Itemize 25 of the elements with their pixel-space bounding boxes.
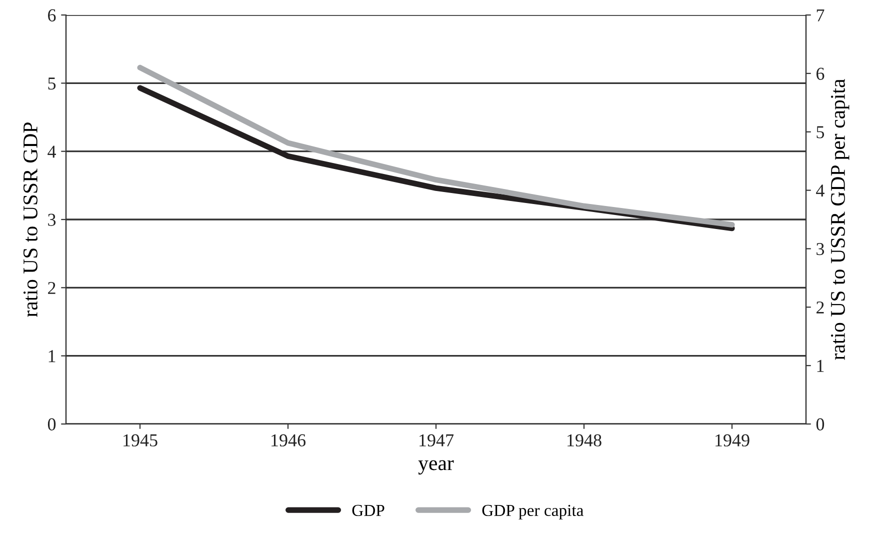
x-tick-label: 1948: [568, 434, 602, 446]
y-tick-label: 1: [48, 350, 56, 362]
legend-label: GDP per capita: [482, 504, 584, 520]
x-tick-label: 1946: [272, 434, 306, 446]
y2-tick-label: 7: [816, 9, 824, 22]
x-tick-label: 1945: [124, 434, 158, 446]
x-tick-label: 1947: [420, 434, 454, 446]
y2-tick-label: 2: [816, 301, 824, 314]
y-tick-label: 2: [48, 282, 56, 294]
y-tick-label: 0: [48, 418, 56, 430]
y-tick-label: 6: [48, 9, 56, 22]
y-axis-title: ratio US to USSR GDP: [23, 122, 38, 317]
y2-tick-label: 1: [817, 360, 824, 372]
x-axis-title: year: [418, 460, 454, 475]
y2-tick-label: 4: [816, 184, 824, 197]
y2-tick-label: 5: [816, 126, 824, 138]
y2-tick-label: 3: [816, 243, 824, 256]
y-tick-label: 5: [48, 78, 56, 90]
x-tick-label: 1949: [716, 434, 750, 446]
y2-tick-label: 6: [816, 68, 824, 80]
y-tick-label: 3: [48, 214, 56, 226]
legend-label: GDP: [352, 504, 384, 516]
y-tick-label: 4: [48, 146, 56, 158]
y2-axis-title: ratio US to USSR GDP per capita: [830, 78, 850, 360]
y2-tick-label: 0: [816, 418, 824, 430]
